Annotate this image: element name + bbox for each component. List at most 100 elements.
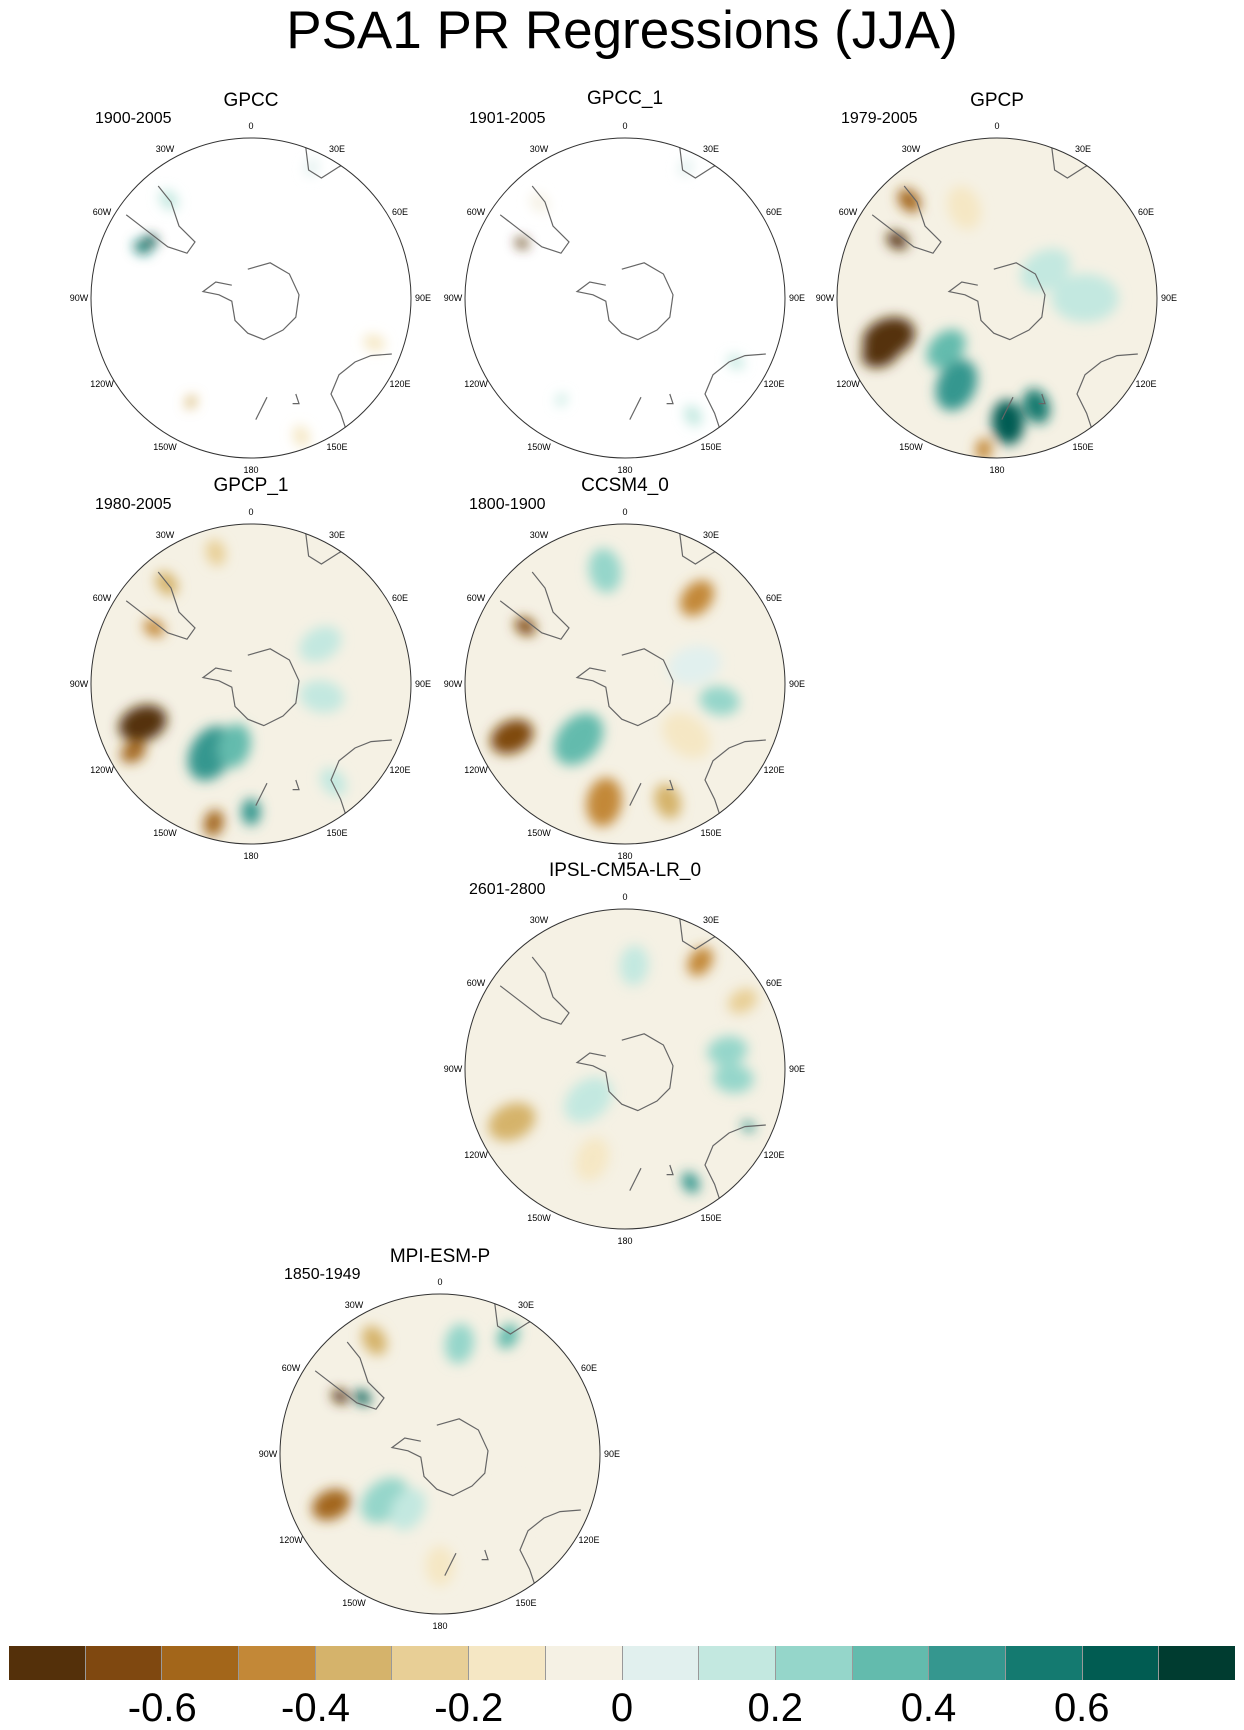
longitude-label: 120W	[464, 379, 488, 389]
longitude-label: 90E	[604, 1449, 620, 1459]
longitude-label: 90W	[259, 1449, 278, 1459]
anomaly-blob	[292, 425, 310, 448]
anomaly-blob	[514, 617, 536, 636]
panel-period: 1800-1900	[469, 496, 546, 513]
anomaly-blob	[354, 1390, 371, 1405]
map-border	[836, 137, 1158, 459]
longitude-label: 90E	[1161, 293, 1177, 303]
anomaly-blob	[678, 158, 693, 177]
anomaly-blob	[444, 1323, 475, 1364]
map-border	[90, 523, 412, 845]
longitude-label: 150W	[153, 828, 177, 838]
colorbar-tick-label: -0.2	[434, 1686, 504, 1730]
longitude-label: 60E	[581, 1363, 597, 1373]
anomaly-blob	[668, 645, 721, 686]
coastline	[292, 779, 300, 791]
panel-period: 1850-1949	[284, 1266, 361, 1283]
longitude-label: 30W	[156, 144, 175, 154]
coastline	[499, 956, 570, 1025]
anomaly-blob	[727, 354, 745, 370]
coastline	[666, 779, 674, 791]
anomaly-blob	[707, 1036, 748, 1066]
coastline	[629, 1167, 642, 1191]
longitude-label: 120E	[763, 765, 784, 775]
longitude-label: 0	[248, 507, 253, 517]
longitude-label: 150E	[1072, 442, 1093, 452]
longitude-label: 150W	[527, 828, 551, 838]
longitude-label: 90E	[415, 679, 431, 689]
longitude-label: 0	[622, 507, 627, 517]
panel-title: MPI-ESM-P	[389, 1246, 491, 1267]
anomaly-blob	[679, 580, 715, 617]
coastline	[201, 648, 300, 727]
coastline	[1076, 353, 1138, 443]
longitude-label: 120E	[578, 1535, 599, 1545]
map-background	[465, 524, 785, 844]
colorbar-swatch	[1159, 1646, 1235, 1680]
longitude-label: 30E	[703, 915, 719, 925]
longitude-label: 120E	[763, 1150, 784, 1160]
colorbar-swatch	[239, 1646, 316, 1680]
polar-map: 0 30E 60E 90E 120E 150E 180 150W 120W 90W 60W 30W	[259, 1277, 620, 1631]
longitude-label: 150W	[899, 442, 923, 452]
longitude-label: 60W	[93, 207, 112, 217]
coastline	[871, 185, 942, 254]
polar-map: 0 30E 60E 90E 120E 150E 180 150W 120W 90W 60W 30W	[444, 507, 805, 861]
longitude-label: 150W	[342, 1598, 366, 1608]
coastline	[666, 1164, 674, 1176]
longitude-label: 30E	[1075, 144, 1091, 154]
anomaly-blob	[217, 723, 251, 768]
colorbar-swatch	[622, 1646, 700, 1680]
page-title: PSA1 PR Regressions (JJA)	[286, 1, 958, 60]
anomaly-blob	[118, 704, 167, 742]
panel-period: 1980-2005	[95, 496, 172, 513]
coastline	[1038, 393, 1046, 405]
longitude-label: 180	[989, 465, 1004, 475]
longitude-label: 150W	[527, 1213, 551, 1223]
coastline	[499, 185, 570, 254]
longitude-label: 90E	[415, 293, 431, 303]
anomaly-blob	[205, 539, 226, 566]
polar-map: 0 30E 60E 90E 120E 150E 180 150W 120W 90W 60W 30W	[70, 121, 431, 475]
longitude-label: 120E	[763, 379, 784, 389]
map-border	[464, 523, 786, 845]
anomaly-blob	[488, 1102, 536, 1141]
anomaly-blob	[897, 188, 921, 213]
longitude-label: 90E	[789, 679, 805, 689]
anomaly-blob	[684, 405, 702, 427]
longitude-label: 30W	[345, 1300, 364, 1310]
longitude-label: 30E	[518, 1300, 534, 1310]
colorbar-tick-label: 0	[610, 1686, 634, 1730]
longitude-label: 180	[617, 465, 632, 475]
anomaly-blob	[299, 680, 345, 713]
map-background	[465, 138, 785, 458]
anomaly-blob	[390, 1488, 426, 1531]
anomaly-blob	[120, 741, 146, 763]
panel-title: CCSM4_0	[581, 475, 669, 496]
coastline	[201, 262, 300, 341]
colorbar-swatch	[852, 1646, 930, 1680]
coastline	[125, 571, 196, 640]
coastline	[292, 393, 300, 405]
colorbar-swatch	[9, 1646, 86, 1680]
longitude-label: 30E	[703, 144, 719, 154]
colorbar-tick-label: -0.4	[281, 1686, 350, 1730]
longitude-label: 30E	[329, 530, 345, 540]
longitude-label: 30W	[530, 915, 549, 925]
colorbar-swatch	[929, 1646, 1006, 1680]
anomaly-blob	[564, 1077, 613, 1123]
colorbar-swatch	[85, 1646, 163, 1680]
longitude-label: 30W	[902, 144, 921, 154]
longitude-label: 60E	[766, 207, 782, 217]
longitude-label: 0	[248, 121, 253, 131]
polar-map: 0 30E 60E 90E 120E 150E 180 150W 120W 90W 60W 30W	[444, 121, 805, 475]
longitude-label: 60W	[467, 978, 486, 988]
map-border	[464, 908, 786, 1230]
coastline	[666, 393, 674, 405]
longitude-label: 90W	[70, 679, 89, 689]
longitude-label: 150W	[527, 442, 551, 452]
longitude-label: 60W	[282, 1363, 301, 1373]
anomaly-blob	[1020, 248, 1071, 292]
longitude-label: 30E	[703, 530, 719, 540]
anomaly-blob	[304, 158, 319, 177]
